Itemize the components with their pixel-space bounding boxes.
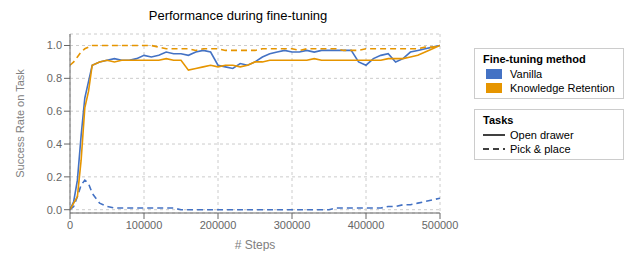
svg-text:300000: 300000: [274, 219, 311, 231]
svg-text:400000: 400000: [348, 219, 385, 231]
html-text:Performance during fine-tuning: Performance during fine-tuning: [148, 8, 328, 23]
svg-text:0: 0: [67, 219, 73, 231]
svg-text:500000: 500000: [422, 219, 459, 231]
svg-text:0.8: 0.8: [47, 72, 62, 84]
html-text:Open drawer: Open drawer: [510, 129, 574, 141]
html-text:Vanilla: Vanilla: [510, 68, 543, 80]
svg-text:0.0: 0.0: [47, 204, 62, 216]
svg-text:# Steps: # Steps: [235, 238, 276, 251]
svg-text:Success Rate on Task: Success Rate on Task: [14, 69, 26, 178]
svg-text:1.0: 1.0: [47, 39, 62, 51]
svg-text:100000: 100000: [126, 219, 163, 231]
svg-text:0.2: 0.2: [47, 171, 62, 183]
svg-text:0.4: 0.4: [47, 138, 62, 150]
html-text:Tasks: Tasks: [483, 114, 514, 126]
svg-text:200000: 200000: [200, 219, 237, 231]
html-text:Knowledge Retention: Knowledge Retention: [510, 82, 615, 94]
html-text:Fine-tuning method: Fine-tuning method: [483, 53, 586, 65]
svg-text:0.6: 0.6: [47, 105, 62, 117]
html-text:Pick & place: Pick & place: [510, 143, 571, 155]
